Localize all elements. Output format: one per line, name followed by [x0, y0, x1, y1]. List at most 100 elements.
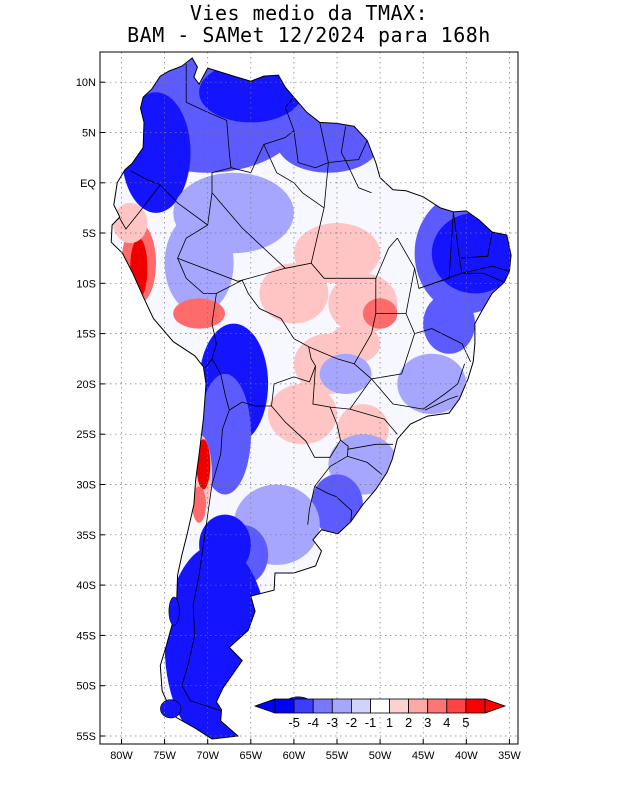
- longitude-label: 45W: [412, 750, 435, 762]
- colorbar-label: 5: [462, 715, 469, 730]
- border-brazil-state-amapa: [345, 160, 372, 194]
- colorbar-label: -4: [307, 715, 319, 730]
- colorbar-label: -1: [365, 715, 377, 730]
- latitude-label: 45S: [76, 630, 96, 642]
- border-brazil-state-parana: [347, 443, 393, 450]
- bias-region-peru-coast-hot: [130, 238, 148, 299]
- colorbar-overflow-arrow: [484, 698, 507, 714]
- latitude-label: 30S: [76, 480, 96, 492]
- colorbar-swatch: [293, 698, 314, 714]
- latitude-label: 25S: [76, 429, 96, 441]
- border-brazil-state-tocantins: [375, 268, 415, 314]
- island-tierra-del-fuego-fragment: [160, 699, 182, 719]
- coastline: [110, 57, 512, 740]
- longitude-label: 65W: [239, 750, 262, 762]
- colorbar-swatch: [465, 698, 486, 714]
- latitude-label: 10N: [76, 77, 96, 89]
- colorbar-swatch: [389, 698, 410, 714]
- colorbar-label: -5: [288, 715, 300, 730]
- map-title-line-2: BAM - SAMet 12/2024 para 168h: [127, 23, 491, 47]
- border-guianas: [319, 122, 329, 163]
- latitude-label: 5S: [83, 228, 96, 240]
- latitude-label: 35S: [76, 530, 96, 542]
- colorbar: -5 -4 -3 -2 -1 1 2 3 4 5: [253, 698, 507, 730]
- border-brazil-state-rio: [424, 395, 458, 411]
- colorbar-label: -3: [327, 715, 339, 730]
- latitude-label: 10S: [76, 278, 96, 290]
- latitude-label: EQ: [80, 178, 96, 190]
- border-uruguay-brazil: [314, 486, 353, 522]
- border-venezuela-guyana: [284, 97, 295, 131]
- border-peru-chile: [204, 358, 213, 369]
- longitude-label: 75W: [153, 750, 176, 762]
- border-brazil-state-santa-catarina: [347, 455, 383, 475]
- bias-region-amazon-west-mild-cold: [164, 212, 234, 314]
- border-ecuador-peru: [118, 184, 161, 230]
- bias-region-bahia-cold: [423, 293, 475, 354]
- border-paraguay-argentina: [271, 405, 341, 458]
- border-bolivia-paraguay: [271, 365, 316, 407]
- border-suriname-fguiana: [340, 126, 346, 161]
- bias-region-patagonia-cold: [164, 544, 269, 739]
- longitude-label: 40W: [455, 750, 478, 762]
- longitude-labels: 80W 75W 70W 65W 60W 55W 50W 45W 40W 35W: [110, 750, 521, 762]
- colorbar-swatch: [312, 698, 333, 714]
- south-america-landmass: [110, 57, 512, 740]
- colorbar-swatch: [274, 698, 295, 714]
- bias-region-guiana-cold: [276, 112, 381, 173]
- border-brazil-state-nordeste: [418, 272, 505, 289]
- colorbar-swatch: [408, 698, 429, 714]
- colorbar-label: 2: [405, 715, 412, 730]
- latitude-labels: 10N 5N EQ 5S 10S 15S 20S 25S 30S 35S 40S 45S 50S 55S: [76, 77, 97, 743]
- colorbar-label: -2: [346, 715, 358, 730]
- latitude-label: 5N: [82, 128, 96, 140]
- border-colombia-venezuela: [185, 64, 232, 168]
- map-gridlines: [100, 52, 518, 744]
- longitude-label: 55W: [326, 750, 349, 762]
- bias-region-chile-south-warm: [192, 486, 207, 523]
- colorbar-label: 4: [443, 715, 450, 730]
- longitude-label: 50W: [369, 750, 392, 762]
- border-guyana-brazil: [293, 130, 329, 169]
- border-brazil-state-amazonas: [211, 192, 286, 269]
- border-brazil-state-north: [177, 237, 398, 282]
- border-brazil-state-goias: [353, 313, 416, 380]
- map-title-line-1: Vies medio da TMAX:: [189, 1, 429, 25]
- border-french-guiana-brazil: [345, 140, 368, 161]
- border-colombia-brazil: [207, 167, 232, 226]
- latitude-label: 40S: [76, 580, 96, 592]
- border-brazil-state-minas: [371, 363, 465, 410]
- border-brazil-state-pernambuco: [459, 258, 510, 274]
- longitude-label: 70W: [196, 750, 219, 762]
- bias-region-central-mild-cold: [319, 353, 372, 394]
- longitude-label: 35W: [498, 750, 521, 762]
- latitude-label: 20S: [76, 379, 96, 391]
- map-frame: [99, 51, 519, 745]
- bias-region-uruguay-cold: [311, 474, 363, 535]
- longitude-label: 60W: [283, 750, 306, 762]
- border-brazil-state-ceara: [453, 211, 493, 259]
- colorbar-underflow-arrow: [253, 698, 276, 714]
- border-suriname-brazil: [328, 160, 346, 163]
- border-chile-bolivia-argentina: [181, 358, 230, 712]
- longitude-label: 80W: [110, 750, 133, 762]
- border-bolivia-brazil: [216, 279, 316, 367]
- latitude-label: 50S: [76, 681, 96, 693]
- colorbar-swatch: [427, 698, 448, 714]
- colorbar-swatch: [350, 698, 371, 714]
- colorbar-swatch: [446, 698, 467, 714]
- latitude-label: 15S: [76, 329, 96, 341]
- colorbar-label: 1: [386, 715, 393, 730]
- bias-region-bolivia-andes-warm: [173, 298, 226, 329]
- colorbar-label: 3: [424, 715, 431, 730]
- colorbar-swatch: [331, 698, 352, 714]
- bias-region-chaco-mild-warm: [268, 383, 337, 445]
- island-chiloe: [168, 596, 180, 626]
- border-bolivia-argentina: [229, 401, 272, 411]
- latitude-label: 55S: [76, 731, 96, 743]
- colorbar-swatch: [370, 698, 391, 714]
- bias-region-chile-warm: [196, 439, 211, 490]
- border-brazil-state-sao-paulo: [349, 408, 398, 435]
- border-uruguay-argentina: [307, 486, 315, 525]
